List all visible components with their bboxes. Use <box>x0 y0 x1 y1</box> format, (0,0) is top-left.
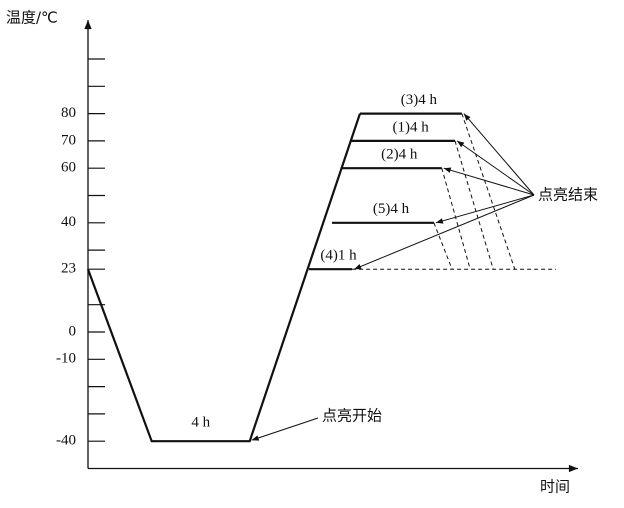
x-axis-label: 时间 <box>540 478 570 496</box>
plateau-label: (3)4 h <box>401 92 438 108</box>
y-tick-label: 0 <box>69 323 77 339</box>
y-tick-label: 23 <box>61 261 76 277</box>
start-label: 点亮开始 <box>322 407 382 425</box>
end-arrow <box>435 194 535 224</box>
plateau-label: 4 h <box>191 415 210 431</box>
cooling-line <box>454 140 494 270</box>
end-arrow <box>443 167 535 196</box>
plateau-label: (4)1 h <box>320 248 357 264</box>
y-tick-label: 80 <box>61 105 76 121</box>
plateau-label: (2)4 h <box>381 147 418 163</box>
cooling-line <box>441 168 471 270</box>
y-axis-label: 温度/℃ <box>6 9 58 27</box>
profile-line <box>86 113 361 443</box>
cooling-line <box>433 222 453 270</box>
cooling-line <box>461 113 516 270</box>
end-arrow <box>463 113 535 196</box>
y-tick-label: -40 <box>56 433 76 449</box>
plateau-label: (5)4 h <box>373 201 410 217</box>
end-arrow <box>353 194 535 270</box>
y-tick-label: 40 <box>61 214 76 230</box>
y-tick-label: 70 <box>61 132 76 148</box>
y-tick-label: 60 <box>61 160 76 176</box>
end-label: 点亮结束 <box>538 186 598 204</box>
y-tick-label: -10 <box>56 351 76 367</box>
start-arrow <box>251 417 319 441</box>
plateau-label: (1)4 h <box>392 119 429 135</box>
end-arrow <box>456 140 535 196</box>
